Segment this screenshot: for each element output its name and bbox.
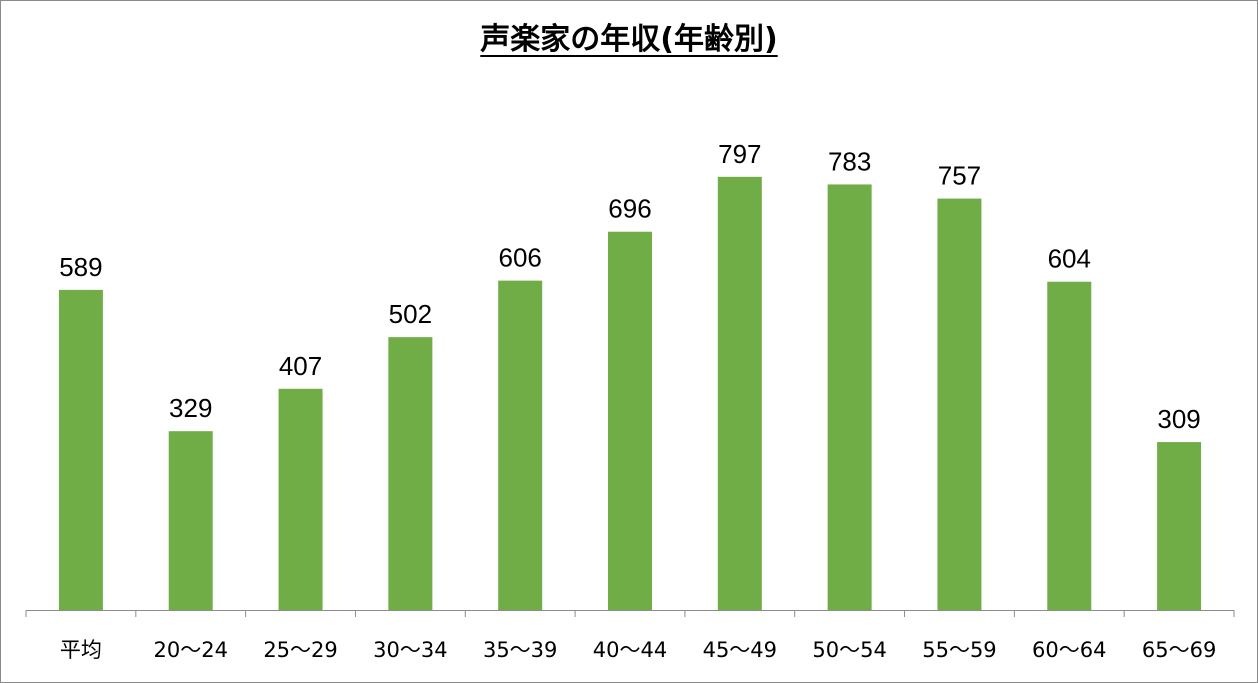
value-label-0: 589: [59, 252, 102, 282]
bar-6: [717, 176, 762, 610]
value-label-7: 783: [828, 146, 871, 176]
category-label-0: 平均: [60, 638, 102, 662]
value-label-10: 309: [1157, 404, 1200, 434]
bar-7: [827, 184, 872, 610]
category-label-5: 40〜44: [593, 638, 667, 662]
category-label-3: 30〜34: [373, 638, 447, 662]
bar-3: [388, 337, 433, 610]
value-label-6: 797: [718, 139, 761, 169]
category-label-7: 50〜54: [812, 638, 886, 662]
category-label-4: 35〜39: [483, 638, 557, 662]
bar-2: [278, 388, 323, 610]
value-label-3: 502: [389, 299, 432, 329]
bar-10: [1157, 442, 1202, 610]
value-label-1: 329: [169, 393, 212, 423]
category-label-9: 60〜64: [1032, 638, 1106, 662]
chart-title: 声楽家の年収(年齢別): [0, 20, 1258, 60]
value-labels-group: 589 329 407 502 606 696 797 783 757 604 309: [59, 139, 1201, 434]
bar-1: [168, 431, 213, 610]
bar-9: [1047, 281, 1092, 610]
bar-8: [937, 198, 982, 610]
value-label-8: 757: [938, 161, 981, 191]
bars-group: [58, 176, 1202, 610]
category-labels-group: 平均 20〜24 25〜29 30〜34 35〜39 40〜44 45〜49 50〜54 55〜…: [60, 638, 1216, 662]
value-label-4: 606: [498, 243, 541, 273]
category-label-2: 25〜29: [263, 638, 337, 662]
category-label-6: 45〜49: [703, 638, 777, 662]
bar-5: [608, 231, 652, 610]
category-label-10: 65〜69: [1142, 638, 1216, 662]
value-label-2: 407: [279, 351, 322, 381]
bar-0: [58, 289, 103, 610]
value-label-5: 696: [608, 194, 651, 224]
bar-4: [498, 280, 543, 610]
category-label-8: 55〜59: [922, 638, 996, 662]
category-label-1: 20〜24: [154, 638, 228, 662]
chart-title-text: 声楽家の年収(年齢別): [480, 22, 778, 57]
x-axis: [25, 610, 1235, 617]
value-label-9: 604: [1048, 244, 1091, 274]
